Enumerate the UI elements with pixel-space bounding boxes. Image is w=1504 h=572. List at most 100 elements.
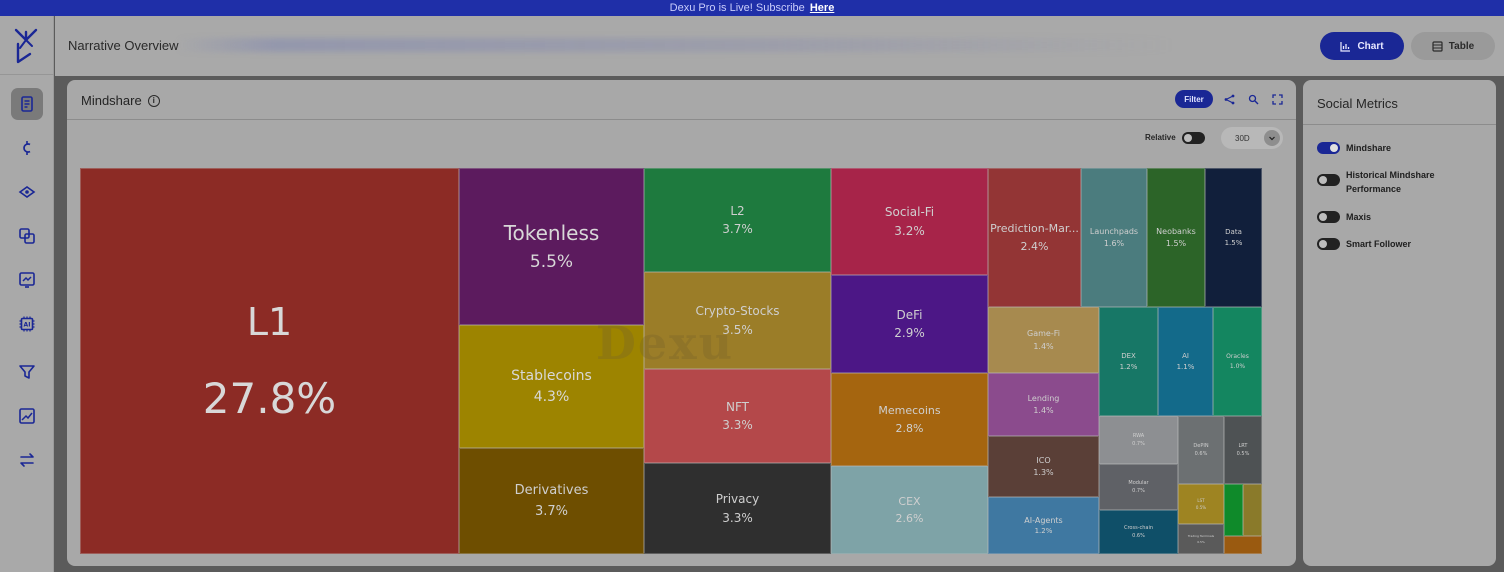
- sidebar-item-filters[interactable]: [11, 356, 43, 388]
- fullscreen-icon[interactable]: [1270, 92, 1284, 106]
- treemap-tile-name: Game-Fi: [1027, 329, 1060, 339]
- treemap-tile[interactable]: Trading Terminals 0.5%: [1178, 524, 1224, 554]
- treemap-tile[interactable]: Oracles 1.0%: [1213, 307, 1262, 416]
- relative-toggle[interactable]: [1182, 132, 1205, 144]
- sidebar-item-ai[interactable]: AI: [11, 308, 43, 340]
- share-icon[interactable]: [1222, 92, 1236, 106]
- period-select[interactable]: 30D: [1221, 127, 1283, 149]
- treemap-tile[interactable]: NFT 3.3%: [644, 369, 831, 463]
- treemap-tile-value: 1.4%: [1033, 341, 1054, 351]
- treemap-tile[interactable]: Modular 0.7%: [1099, 464, 1178, 510]
- treemap-tile-value: 0.5%: [1195, 504, 1207, 510]
- treemap-tile[interactable]: Tokenless 5.5%: [459, 168, 644, 325]
- treemap-tile[interactable]: Game-Fi 1.4%: [988, 307, 1099, 373]
- metric-smart-follower[interactable]: Smart Follower: [1317, 237, 1486, 251]
- treemap-tile-value: 3.3%: [722, 418, 753, 433]
- smart-follower-toggle[interactable]: [1317, 238, 1340, 250]
- table-view-button[interactable]: Table: [1411, 32, 1495, 60]
- treemap-tile-name: Tokenless: [503, 221, 600, 246]
- treemap-tile[interactable]: DeFi 2.9%: [831, 275, 988, 373]
- treemap-tile-value: 0.6%: [1194, 451, 1208, 457]
- treemap-tile[interactable]: [1224, 536, 1262, 554]
- sidebar-item-coins[interactable]: [11, 132, 43, 164]
- treemap-tile-name: Stablecoins: [511, 367, 592, 384]
- treemap-tile[interactable]: Crypto-Stocks 3.5%: [644, 272, 831, 369]
- treemap-tile-value: 1.6%: [1103, 239, 1125, 249]
- treemap-tile-name: Modular: [1128, 480, 1149, 486]
- mindshare-toggle[interactable]: [1317, 142, 1340, 154]
- document-icon: [21, 96, 33, 112]
- treemap-tile[interactable]: Launchpads 1.6%: [1081, 168, 1147, 307]
- panel-title: Mindshare i: [81, 93, 160, 108]
- treemap-tile-value: 5.5%: [529, 251, 574, 272]
- treemap-tile[interactable]: Data 1.5%: [1205, 168, 1262, 307]
- treemap-tile[interactable]: CEX 2.6%: [831, 466, 988, 554]
- treemap-tile[interactable]: LST 0.5%: [1178, 484, 1224, 524]
- subscribe-link[interactable]: Here: [809, 2, 835, 14]
- treemap-tile[interactable]: ICO 1.3%: [988, 436, 1099, 497]
- table-view-label: Table: [1448, 40, 1475, 52]
- treemap-tile-value: 1.2%: [1034, 527, 1053, 536]
- treemap-tile[interactable]: L1 27.8%: [80, 168, 459, 554]
- ai-chip-icon: AI: [19, 316, 35, 332]
- metric-mindshare[interactable]: Mindshare: [1317, 141, 1486, 155]
- treemap-tile-name: Neobanks: [1156, 226, 1196, 236]
- sidebar-item-tokens[interactable]: [11, 176, 43, 208]
- treemap-tile[interactable]: Cross-chain 0.6%: [1099, 510, 1178, 554]
- treemap-tile-value: 27.8%: [202, 373, 337, 423]
- sidebar-divider: [0, 74, 54, 75]
- treemap-tile[interactable]: Social-Fi 3.2%: [831, 168, 988, 275]
- treemap-tile[interactable]: DePIN 0.6%: [1178, 416, 1224, 484]
- treemap-tile-value: 2.8%: [895, 421, 924, 435]
- treemap-tile[interactable]: Lending 1.4%: [988, 373, 1099, 436]
- treemap-tile[interactable]: Neobanks 1.5%: [1147, 168, 1205, 307]
- sidebar-item-narratives[interactable]: [11, 88, 43, 120]
- chart-view-button[interactable]: Chart: [1320, 32, 1404, 60]
- copy-icon: [19, 228, 35, 244]
- blurred-ticker: [175, 38, 1175, 52]
- funnel-icon: [19, 365, 35, 379]
- maxis-toggle[interactable]: [1317, 211, 1340, 223]
- sidebar-item-swap[interactable]: [11, 444, 43, 476]
- treemap-tile-name: Launchpads: [1089, 226, 1139, 236]
- treemap-tile-name: NFT: [726, 399, 749, 414]
- treemap-tile-value: 0.7%: [1132, 441, 1145, 447]
- promo-banner: Dexu Pro is Live! Subscribe Here: [0, 0, 1504, 16]
- treemap-tile[interactable]: Stablecoins 4.3%: [459, 325, 644, 448]
- treemap-tile[interactable]: AI 1.1%: [1158, 307, 1213, 416]
- table-icon: [1432, 40, 1443, 52]
- treemap-tile-value: 1.3%: [1033, 468, 1054, 478]
- treemap-tile-name: Privacy: [715, 492, 760, 507]
- sidebar-item-heatmap[interactable]: [11, 400, 43, 432]
- treemap-tile[interactable]: [1243, 484, 1262, 536]
- treemap-tile[interactable]: [1224, 484, 1243, 536]
- treemap-tile[interactable]: Privacy 3.3%: [644, 463, 831, 554]
- treemap-tile[interactable]: LRT 0.5%: [1224, 416, 1262, 484]
- treemap-tile-name: Prediction-Mar...: [990, 222, 1079, 236]
- historical-mindshare-toggle[interactable]: [1317, 174, 1340, 186]
- period-value: 30D: [1235, 133, 1250, 143]
- metric-maxis[interactable]: Maxis: [1317, 210, 1486, 224]
- filter-button[interactable]: Filter: [1175, 90, 1213, 108]
- treemap-tile[interactable]: Prediction-Mar... 2.4%: [988, 168, 1081, 307]
- sidebar-item-compare[interactable]: [11, 220, 43, 252]
- search-icon[interactable]: [1246, 92, 1260, 106]
- treemap-tile-name: LST: [1197, 498, 1205, 504]
- social-metrics-panel: Social Metrics Mindshare Historical Mind…: [1303, 80, 1496, 566]
- dexu-logo[interactable]: [12, 26, 40, 66]
- treemap-tile[interactable]: RWA 0.7%: [1099, 416, 1178, 464]
- treemap-tile-value: 3.3%: [722, 510, 753, 525]
- treemap-tile-value: 3.7%: [722, 222, 753, 237]
- treemap-tile-value: 0.5%: [1197, 539, 1205, 544]
- treemap-tile[interactable]: DEX 1.2%: [1099, 307, 1158, 416]
- treemap-tile[interactable]: Memecoins 2.8%: [831, 373, 988, 466]
- treemap-tile[interactable]: Derivatives 3.7%: [459, 448, 644, 554]
- chevron-down-icon: [1264, 130, 1280, 146]
- treemap-tile[interactable]: AI-Agents 1.2%: [988, 497, 1099, 554]
- sidebar-item-flows[interactable]: [11, 264, 43, 296]
- swap-chart-icon: [19, 272, 35, 288]
- treemap-tile[interactable]: L2 3.7%: [644, 168, 831, 272]
- info-icon[interactable]: i: [147, 94, 160, 107]
- treemap-tile-value: 0.5%: [1236, 451, 1250, 457]
- metric-historical-mindshare[interactable]: Historical Mindshare Performance: [1317, 168, 1486, 196]
